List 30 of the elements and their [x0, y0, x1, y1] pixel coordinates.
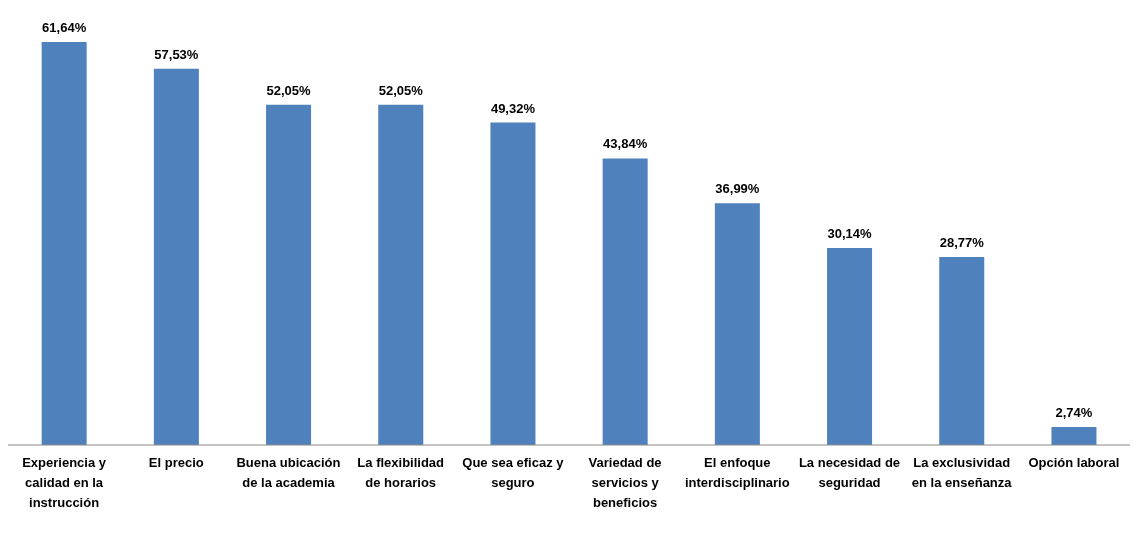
bar — [378, 104, 424, 445]
x-tick-label: La flexibilidad de horarios — [357, 455, 445, 490]
x-tick-label: El precio — [148, 455, 204, 470]
bar — [1051, 427, 1097, 445]
data-label: 52,05% — [378, 82, 424, 98]
bar — [827, 247, 873, 445]
data-label: 57,53% — [154, 46, 199, 62]
x-tick-label: Opción laboral — [1028, 455, 1120, 470]
bar — [602, 158, 648, 445]
x-tick-label: Experiencia y calidad en la instrucción — [22, 455, 107, 510]
data-label: 30,14% — [827, 225, 873, 241]
x-tick-label: La necesidad de seguridad — [798, 455, 901, 490]
bar — [714, 203, 760, 445]
data-label: 43,84% — [603, 136, 648, 152]
x-tick-label: El enfoque interdisciplinario — [684, 455, 790, 490]
bar — [41, 42, 87, 445]
data-label: 2,74% — [1055, 405, 1093, 421]
x-tick-label: Variedad de servicios y beneficios — [588, 455, 662, 510]
x-tick-label: Buena ubicación de la academia — [236, 455, 341, 490]
x-tick-label: La exclusividad en la enseñanza — [911, 455, 1013, 490]
bar — [490, 122, 536, 445]
data-label: 52,05% — [266, 82, 312, 98]
data-label: 28,77% — [939, 234, 985, 250]
bar — [939, 256, 985, 445]
data-label: 49,32% — [490, 100, 536, 116]
bar — [153, 68, 199, 445]
x-tick-label: Que sea eficaz y seguro — [462, 455, 565, 490]
data-label: 36,99% — [715, 181, 760, 197]
data-label: 61,64% — [42, 20, 87, 35]
bar — [266, 104, 312, 445]
